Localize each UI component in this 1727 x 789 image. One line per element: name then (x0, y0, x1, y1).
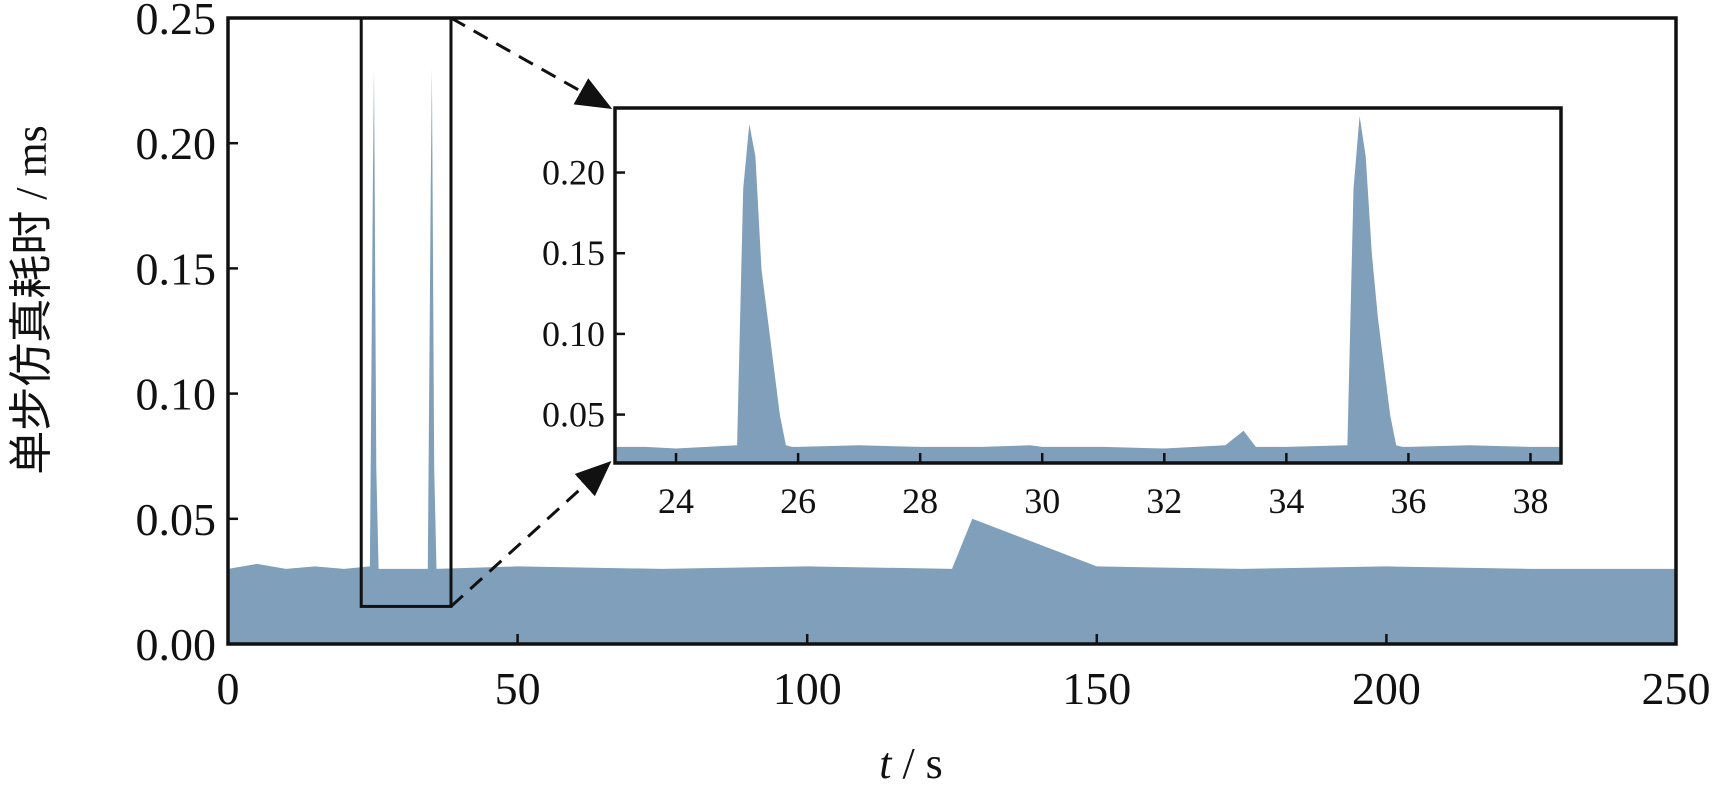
inset-y-tick-label: 0.20 (542, 153, 605, 193)
main-y-tick-label: 0.20 (136, 118, 217, 169)
inset-series-area (615, 116, 1561, 463)
inset-y-tick-label: 0.05 (542, 395, 605, 435)
main-x-tick-label: 0 (217, 663, 240, 714)
inset-x-tick-label: 32 (1146, 481, 1182, 521)
inset-y-tick-label: 0.15 (542, 233, 605, 273)
inset-x-tick-label: 36 (1390, 481, 1426, 521)
y-axis-title: 单步仿真耗时 / ms (7, 125, 56, 475)
main-y-tick-label: 0.05 (136, 494, 217, 545)
main-frame (226, 16, 1678, 646)
main-y-tick-label: 0.15 (136, 243, 217, 294)
main-y-tick-label: 0.10 (136, 369, 217, 420)
inset-x-tick-label: 30 (1024, 481, 1060, 521)
inset-x-tick-label: 24 (658, 481, 694, 521)
main-x-tick-label: 200 (1352, 663, 1421, 714)
zoom-connector-top (450, 16, 613, 109)
x-axis-title: t / s (879, 739, 943, 784)
main-x-tick-label: 50 (495, 663, 541, 714)
main-series-area (228, 68, 1676, 645)
inset-x-tick-label: 34 (1268, 481, 1304, 521)
inset-x-tick-label: 38 (1512, 481, 1548, 521)
main-x-tick-label: 150 (1062, 663, 1131, 714)
main-x-tick-label: 250 (1642, 663, 1711, 714)
main-y-tick-label: 0.25 (136, 0, 217, 44)
zoom-region-box (359, 16, 453, 608)
inset-plot: 24 26 28 30 32 34 36 38 0.05 0.10 0.15 0.20 (542, 106, 1563, 521)
inset-y-tick-label: 0.10 (542, 314, 605, 354)
inset-x-tick-label: 28 (902, 481, 938, 521)
zoom-connector-bottom (449, 460, 612, 608)
main-y-tick-label: 0.00 (136, 619, 217, 670)
inset-frame (613, 106, 1563, 465)
main-x-tick-label: 100 (773, 663, 842, 714)
zoom-connectors (449, 16, 613, 608)
main-plot: 0 50 100 150 200 250 0.00 0.05 0.10 0.15 0.20 0.25 (136, 0, 1711, 714)
inset-x-tick-label: 26 (780, 481, 816, 521)
